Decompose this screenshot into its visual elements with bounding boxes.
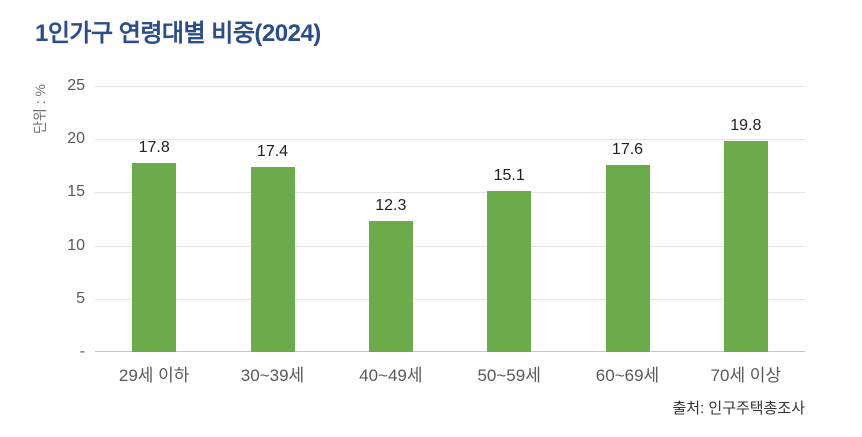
bar	[605, 164, 650, 352]
x-axis-label: 60~69세	[595, 366, 660, 385]
bar-value-label: 15.1	[493, 167, 525, 185]
bar-value-label: 17.6	[611, 140, 644, 158]
plot-area: - 5 10 15 20 25 17.8 29세 이하 17.4 30~39세 12.3 40~49세…	[67, 77, 805, 385]
gridline	[95, 139, 805, 141]
bar	[368, 221, 413, 352]
y-tick-label: -	[79, 343, 85, 360]
gridline	[95, 298, 805, 300]
bar-value-label: 17.4	[256, 142, 289, 160]
y-tick-label: 25	[67, 77, 85, 94]
gridline	[95, 86, 805, 87]
x-axis-label: 30~39세	[240, 366, 305, 385]
y-axis-unit-label: 단위 : %	[32, 84, 48, 134]
gridline	[95, 245, 805, 247]
bar	[132, 162, 177, 352]
bar-value-label: 19.8	[730, 117, 762, 135]
y-tick-label: 20	[67, 130, 85, 148]
bar	[487, 191, 532, 352]
gridline	[95, 192, 805, 194]
x-axis-label: 40~49세	[359, 366, 423, 385]
x-axis-label: 29세 이하	[118, 366, 190, 385]
bar-value-label: 17.8	[138, 138, 170, 156]
page-title: 1인가구 연령대별 비중(2024)	[35, 20, 321, 47]
y-tick-label: 10	[67, 236, 85, 254]
x-axis-label: 70세 이상	[710, 366, 782, 385]
source-label: 출처: 인구주택총조사	[672, 400, 805, 417]
y-tick-label: 15	[67, 183, 85, 201]
bar-value-label: 12.3	[375, 197, 407, 215]
x-axis-label: 50~59세	[477, 366, 541, 385]
bar	[250, 166, 295, 352]
x-axis-baseline	[95, 351, 805, 352]
bar	[723, 141, 768, 352]
y-tick-label: 5	[76, 289, 85, 307]
